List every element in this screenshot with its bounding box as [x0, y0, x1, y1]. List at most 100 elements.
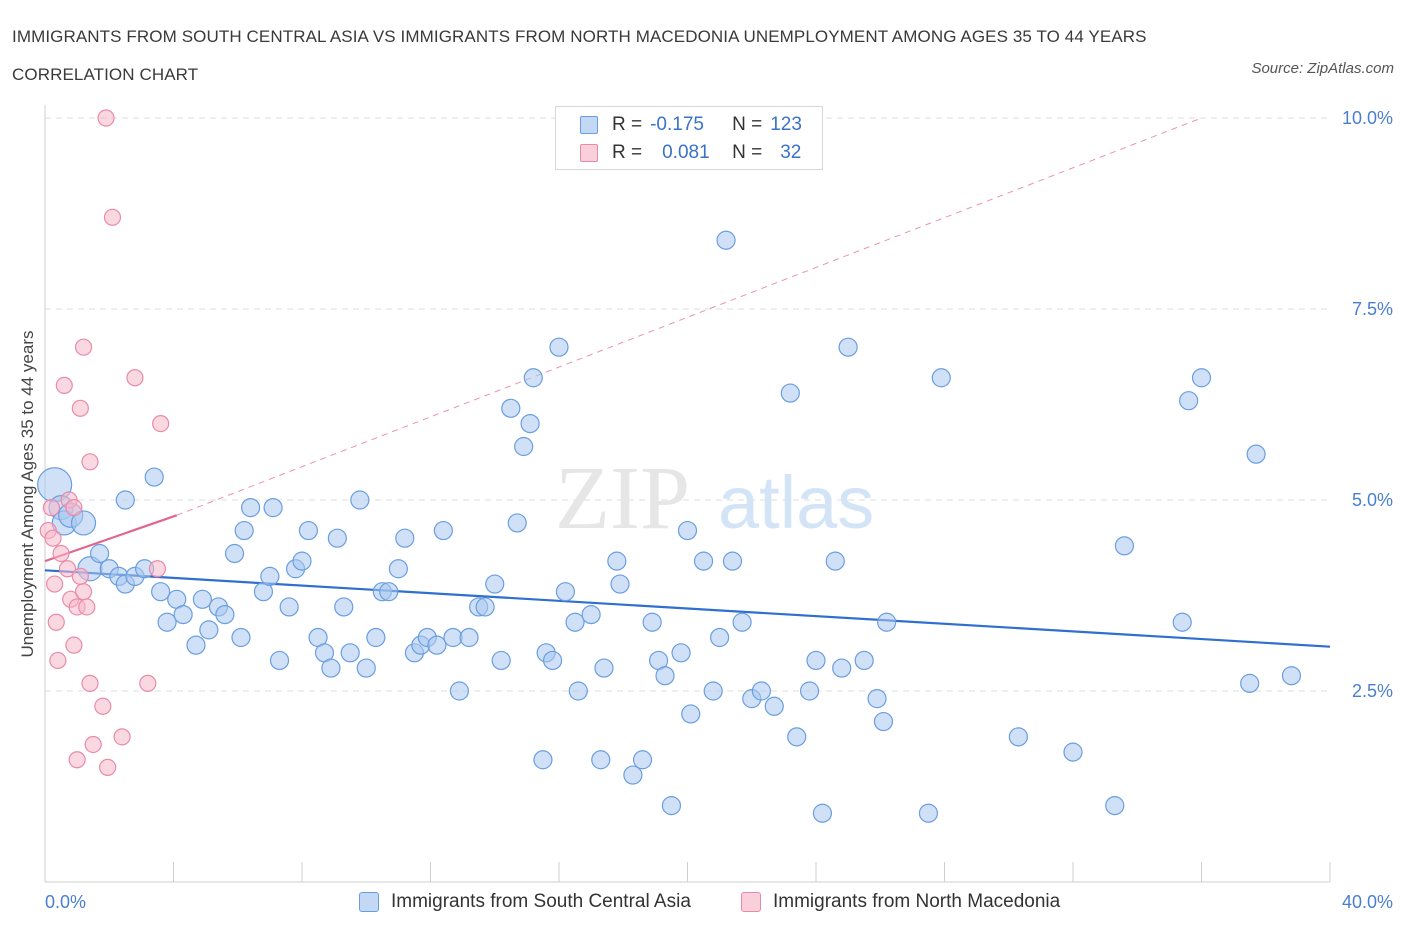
- data-point-blue: [115, 490, 135, 510]
- data-point-pink: [52, 544, 70, 563]
- data-point-blue: [549, 337, 569, 357]
- data-point-blue: [722, 551, 743, 571]
- data-point-pink: [113, 728, 131, 746]
- data-point-blue: [632, 750, 653, 770]
- n-value: 32: [780, 142, 802, 163]
- data-point-blue: [751, 681, 771, 701]
- data-point-pink: [42, 499, 61, 517]
- data-point-blue: [514, 436, 534, 457]
- data-point-blue: [931, 368, 951, 388]
- data-point-pink: [47, 613, 65, 631]
- data-point-blue: [581, 604, 601, 625]
- legend-row-pink: R = 0.081 N = 32: [580, 140, 801, 166]
- data-point-blue: [873, 711, 894, 732]
- data-point-blue: [292, 551, 312, 571]
- data-point-blue: [340, 643, 360, 663]
- data-point-blue: [263, 498, 283, 518]
- data-point-blue: [825, 551, 845, 571]
- data-point-blue: [433, 520, 453, 541]
- data-point-pink: [139, 674, 157, 692]
- data-point-blue: [192, 589, 213, 609]
- data-point-blue: [780, 383, 800, 403]
- data-point-blue: [533, 750, 553, 770]
- data-point-blue: [838, 337, 858, 357]
- y-axis-label: Unemployment Among Ages 35 to 44 years: [18, 331, 37, 658]
- data-point-blue: [565, 612, 585, 632]
- data-point-blue: [501, 398, 521, 418]
- data-point-blue: [607, 551, 627, 571]
- n-label: N =: [732, 114, 763, 135]
- data-point-pink: [65, 499, 83, 517]
- data-point-blue: [1240, 673, 1260, 693]
- data-point-pink: [46, 575, 64, 593]
- legend-item-north-macedonia: Immigrants from North Macedonia: [741, 888, 1060, 916]
- data-point-blue: [507, 513, 527, 533]
- r-value: 0.081: [662, 142, 710, 163]
- data-point-blue: [327, 528, 347, 548]
- legend-label-blue: Immigrants from South Central Asia: [391, 891, 691, 912]
- data-point-blue: [485, 574, 505, 594]
- y-tick-label: 7.5%: [1352, 299, 1393, 319]
- data-point-pink: [74, 338, 93, 356]
- pink-swatch-icon: [580, 144, 598, 162]
- data-point-blue: [555, 582, 576, 602]
- data-point-blue: [427, 635, 447, 655]
- data-point-pink: [78, 598, 96, 616]
- data-point-blue: [443, 627, 463, 648]
- data-point-pink: [74, 583, 93, 601]
- pink-square-icon: [741, 892, 761, 912]
- data-point-blue: [693, 551, 714, 571]
- data-point-blue: [677, 520, 698, 541]
- data-point-blue: [764, 696, 784, 716]
- data-point-pink: [65, 636, 83, 654]
- data-point-pink: [44, 529, 62, 547]
- legend-label-pink: Immigrants from North Macedonia: [773, 891, 1061, 912]
- data-point-blue: [623, 765, 643, 785]
- y-tick-label: 5.0%: [1352, 490, 1393, 510]
- data-point-blue: [366, 627, 386, 648]
- data-point-blue: [661, 795, 682, 816]
- data-point-pink: [148, 560, 167, 578]
- data-point-blue: [298, 520, 319, 541]
- data-point-pink: [55, 376, 73, 394]
- x-tick-label: 40.0%: [1342, 892, 1393, 912]
- data-point-blue: [594, 658, 614, 678]
- data-point-blue: [491, 650, 511, 671]
- data-point-pink: [126, 369, 144, 387]
- data-point-blue: [234, 520, 254, 541]
- data-point-blue: [542, 650, 563, 671]
- trend-line-blue: [44, 569, 1331, 648]
- data-point-blue: [799, 681, 820, 701]
- data-point-blue: [610, 574, 630, 594]
- data-point-blue: [832, 658, 852, 678]
- tick-labels: 2.5% 5.0% 7.5% 10.0% 0.0% 40.0%: [45, 108, 1393, 912]
- data-point-blue: [877, 612, 897, 632]
- data-point-blue: [70, 510, 97, 536]
- data-point-blue: [523, 368, 543, 388]
- data-point-blue: [681, 704, 701, 724]
- data-point-blue: [157, 612, 177, 632]
- data-point-blue: [812, 803, 833, 823]
- series-north-macedonia: [39, 109, 170, 777]
- data-point-pink: [152, 415, 170, 433]
- data-point-blue: [854, 650, 874, 671]
- data-point-blue: [710, 627, 730, 648]
- trend-line-pink-extended: [176, 117, 1202, 516]
- data-point-pink: [58, 560, 77, 578]
- data-point-blue: [90, 543, 110, 564]
- data-point-blue: [388, 559, 408, 579]
- data-point-pink: [81, 674, 99, 692]
- data-point-blue: [379, 582, 399, 602]
- correlation-legend: R = -0.175 N = 123 R = 0.081 N = 32: [555, 106, 823, 170]
- data-point-blue: [1179, 391, 1199, 411]
- data-point-pink: [71, 567, 89, 586]
- data-point-pink: [49, 651, 67, 670]
- watermark-atlas: atlas: [718, 461, 874, 544]
- data-point-blue: [449, 681, 470, 701]
- data-point-blue: [334, 597, 354, 617]
- legend-row-blue: R = -0.175 N = 123: [580, 112, 802, 138]
- data-point-blue: [716, 230, 736, 250]
- series-south-central-asia: [37, 230, 1302, 823]
- data-point-blue: [186, 635, 206, 655]
